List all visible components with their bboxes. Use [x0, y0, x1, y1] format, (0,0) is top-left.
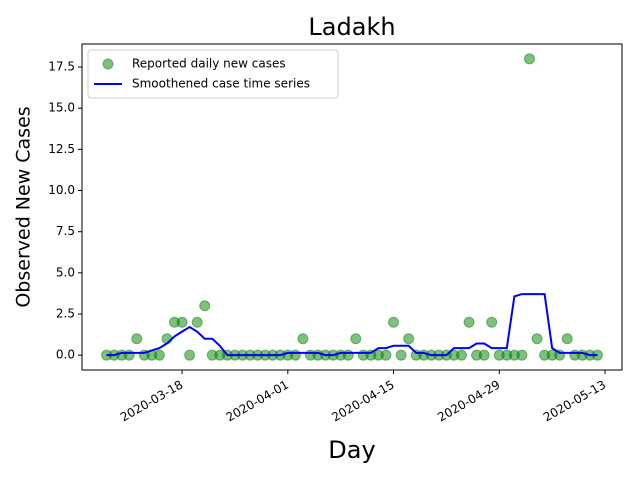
data-point	[456, 349, 468, 361]
legend-marker	[102, 58, 114, 70]
data-point	[478, 349, 490, 361]
y-tick-label: 15.0	[48, 101, 75, 115]
plot-frame	[81, 43, 623, 371]
data-point	[199, 300, 211, 312]
data-point	[380, 349, 392, 361]
data-point	[463, 316, 475, 328]
chart-title: Ladakh	[308, 13, 395, 41]
y-tick-label: 5.0	[56, 265, 75, 279]
y-tick-label: 12.5	[48, 142, 75, 156]
data-point	[388, 316, 400, 328]
data-point	[184, 349, 196, 361]
y-tick-label: 2.5	[56, 307, 75, 321]
data-point	[191, 316, 203, 328]
data-point	[350, 333, 362, 345]
y-tick-label: 7.5	[56, 224, 75, 238]
data-point	[531, 333, 543, 345]
data-point	[523, 53, 535, 65]
data-point	[486, 316, 498, 328]
x-tick-label: 2020-03-18	[118, 378, 185, 425]
data-point	[289, 349, 301, 361]
line-series	[106, 293, 598, 357]
y-tick-label: 10.0	[48, 183, 75, 197]
data-point	[516, 349, 528, 361]
data-point	[297, 333, 309, 345]
data-point	[342, 349, 354, 361]
x-tick-label: 2020-04-29	[435, 378, 502, 425]
data-point	[176, 316, 188, 328]
legend-label: Reported daily new cases	[132, 57, 286, 71]
x-axis-label: Day	[328, 436, 375, 464]
x-tick-label: 2020-04-01	[224, 378, 291, 425]
data-point	[131, 333, 143, 345]
data-point	[153, 349, 165, 361]
legend-box	[87, 49, 339, 99]
data-point	[561, 333, 573, 345]
data-point	[395, 349, 407, 361]
legend-label: Smoothened case time series	[132, 77, 310, 91]
y-tick-label: 17.5	[48, 60, 75, 74]
y-tick-label: 0.0	[56, 348, 75, 362]
x-tick-label: 2020-04-15	[329, 378, 396, 425]
data-point	[403, 333, 415, 345]
x-tick-label: 2020-05-13	[541, 378, 608, 425]
data-point	[123, 349, 135, 361]
y-axis-label: Observed New Cases	[13, 106, 35, 307]
